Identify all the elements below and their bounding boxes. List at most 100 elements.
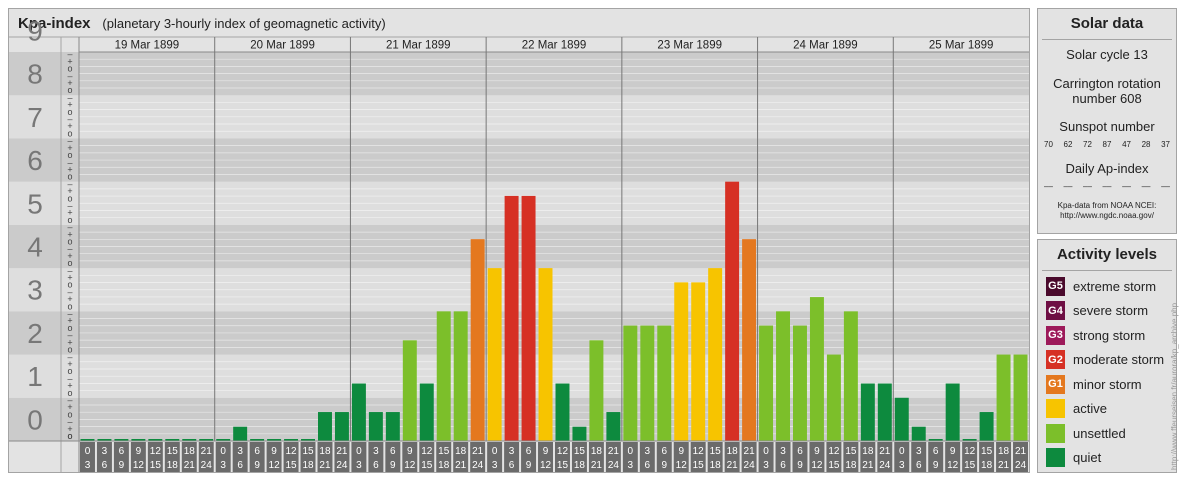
kp-bar [470, 239, 485, 441]
minor-tick-symbol: o [67, 64, 72, 74]
minor-tick-symbol: o [67, 431, 72, 441]
interval-end-label: 15 [421, 460, 433, 471]
sunspot-value: 28 [1141, 140, 1151, 149]
interval-box [215, 442, 231, 472]
minor-tick-symbol: o [67, 237, 72, 247]
interval-start-label: 0 [763, 446, 769, 457]
interval-end-label: 24 [744, 460, 756, 471]
kp-bar [657, 325, 672, 441]
interval-end-label: 9 [933, 460, 939, 471]
interval-box [860, 442, 876, 472]
y-tick-label: 6 [27, 145, 43, 176]
kpa-chart-panel: Kpa-index (planetary 3-hourly index of g… [8, 8, 1030, 473]
chart-title: Kpa-index [18, 15, 91, 32]
minor-tick-symbol: – [67, 244, 72, 254]
interval-start-label: 12 [285, 446, 297, 457]
ap-value: –– [1141, 182, 1151, 191]
level-label: active [1073, 401, 1107, 417]
interval-box [249, 442, 265, 472]
ap-values: –– –– –– –– –– –– –– [1038, 182, 1176, 191]
kp-bar [368, 412, 383, 441]
data-source-line-1: Kpa-data from NOAA NCEI: [1057, 201, 1157, 210]
kp-bar [843, 311, 858, 441]
kp-bar [928, 439, 943, 441]
interval-box [775, 442, 791, 472]
minor-tick-symbol: o [67, 409, 72, 419]
minor-tick-symbol: o [67, 150, 72, 160]
kp-bar [725, 181, 740, 441]
level-color-swatch: G4 [1046, 301, 1065, 321]
solar-cycle: Solar cycle 13 [1066, 47, 1148, 62]
minor-tick-symbol: o [67, 258, 72, 268]
sunspot-values: 70 62 72 87 47 28 37 [1038, 140, 1176, 149]
interval-start-label: 12 [693, 446, 705, 457]
level-label: unsettled [1073, 425, 1126, 441]
interval-start-label: 6 [797, 446, 803, 457]
interval-start-label: 3 [509, 446, 515, 457]
interval-end-label: 9 [526, 460, 532, 471]
interval-end-label: 18 [710, 460, 722, 471]
ap-value: –– [1044, 182, 1053, 191]
interval-box [945, 442, 961, 472]
minor-tick-symbol: o [67, 107, 72, 117]
chart-subtitle: (planetary 3-hourly index of geomagnetic… [102, 16, 386, 31]
interval-start-label: 18 [998, 446, 1010, 457]
minor-tick-symbol: + [67, 229, 72, 239]
interval-start-label: 18 [319, 446, 331, 457]
minor-tick-symbol: + [67, 121, 72, 131]
interval-box [232, 442, 248, 472]
level-label: severe storm [1073, 303, 1149, 319]
level-label: strong storm [1073, 327, 1146, 343]
minor-tick-symbol: – [67, 373, 72, 383]
interval-box [385, 442, 401, 472]
interval-end-label: 3 [628, 460, 634, 471]
activity-level-item: unsettled [1038, 421, 1176, 446]
kp-bar [623, 325, 638, 441]
minor-tick-symbol: o [67, 128, 72, 138]
minor-tick-symbol: + [67, 359, 72, 369]
day-label: 23 Mar 1899 [657, 40, 722, 52]
interval-end-label: 18 [302, 460, 314, 471]
kp-bar [538, 268, 553, 441]
level-color-swatch [1046, 423, 1065, 443]
activity-level-item: quiet [1038, 446, 1176, 471]
minor-tick-symbol: o [67, 323, 72, 333]
interval-start-label: 18 [591, 446, 603, 457]
interval-start-label: 3 [780, 446, 786, 457]
interval-end-label: 3 [763, 460, 769, 471]
level-color-swatch: G3 [1046, 325, 1065, 345]
kp-bar [165, 439, 180, 441]
interval-box [605, 442, 621, 472]
interval-end-label: 3 [492, 460, 498, 471]
minor-tick-symbol: o [67, 345, 72, 355]
interval-end-label: 21 [319, 460, 331, 471]
interval-start-label: 21 [336, 446, 348, 457]
ap-value: –– [1083, 182, 1092, 191]
interval-end-label: 3 [220, 460, 226, 471]
interval-box [571, 442, 587, 472]
interval-start-label: 6 [119, 446, 125, 457]
interval-box [928, 442, 944, 472]
interval-start-label: 0 [492, 446, 498, 457]
interval-start-label: 3 [645, 446, 651, 457]
interval-box [622, 442, 638, 472]
source-credit: http://www.ffeurseisen.fr/aurora/kp_arch… [1170, 302, 1179, 470]
interval-box [792, 442, 808, 472]
interval-box [198, 442, 214, 472]
interval-end-label: 18 [981, 460, 993, 471]
interval-box [368, 442, 384, 472]
interval-start-label: 9 [136, 446, 142, 457]
interval-box [96, 442, 112, 472]
interval-box [826, 442, 842, 472]
sunspot-label: Sunspot number [1059, 119, 1155, 134]
activity-level-item: G3 strong storm [1038, 323, 1176, 348]
interval-box [843, 442, 859, 472]
interval-end-label: 12 [947, 460, 959, 471]
kp-bar [182, 439, 197, 441]
interval-box [911, 442, 927, 472]
kpa-bar-chart: 0123456789o+–o+–o+–o+–o+–o+–o+–o+–o+–o+–… [9, 15, 1029, 472]
interval-end-label: 21 [998, 460, 1010, 471]
minor-tick-symbol: – [67, 179, 72, 189]
interval-start-label: 6 [254, 446, 260, 457]
interval-end-label: 3 [356, 460, 362, 471]
